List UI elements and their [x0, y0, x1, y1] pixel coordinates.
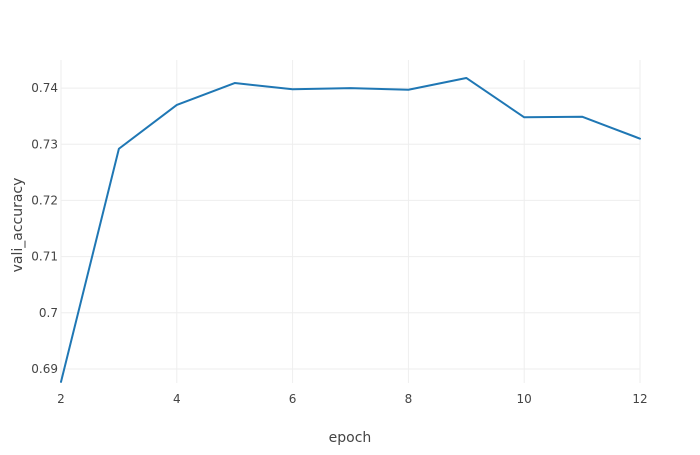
x-tick-labels: 2 4 6 8 10 12	[57, 392, 647, 406]
x-tick-label: 8	[405, 392, 413, 406]
x-gridlines	[60, 60, 641, 383]
y-tick-label: 0.71	[31, 250, 58, 264]
series-line	[60, 76, 641, 383]
y-tick-labels: 0.69 0.7 0.71 0.72 0.73 0.74	[31, 81, 58, 376]
series-group	[60, 76, 641, 383]
x-tick-label: 4	[173, 392, 181, 406]
y-tick-label: 0.74	[31, 81, 58, 95]
y-axis-title: vali_accuracy	[10, 178, 26, 273]
x-axis-title: epoch	[329, 430, 372, 446]
x-tick-label: 10	[517, 392, 532, 406]
y-tick-label: 0.69	[31, 362, 58, 376]
x-tick-label: 2	[57, 392, 65, 406]
x-tick-label: 12	[632, 392, 647, 406]
y-gridlines	[61, 87, 640, 370]
y-tick-label: 0.73	[31, 137, 58, 151]
y-tick-label: 0.72	[31, 193, 58, 207]
y-tick-label: 0.7	[39, 306, 58, 320]
x-tick-label: 6	[289, 392, 297, 406]
